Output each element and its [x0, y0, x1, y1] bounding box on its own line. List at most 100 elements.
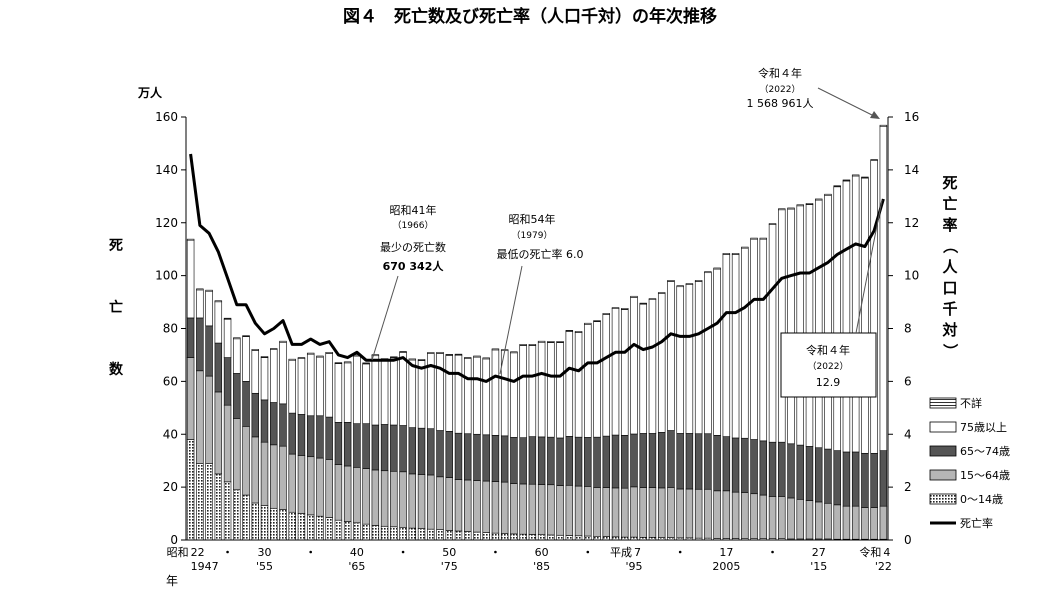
bar-segment-0-14	[242, 494, 250, 541]
bar-segment-65-74	[528, 436, 537, 485]
bar-segment-15-64	[519, 483, 527, 535]
x-axis-dot	[771, 550, 774, 554]
bar-segment-unknown	[519, 344, 527, 346]
legend-swatch	[929, 469, 957, 481]
bar-segment-65-74	[574, 436, 583, 487]
bar-segment-unknown	[611, 307, 620, 309]
legend-label: 75歳以上	[960, 421, 1007, 434]
bar-segment-15-64	[353, 466, 361, 524]
bar-segment-65-74	[815, 447, 823, 503]
bar-segment-65-74	[778, 441, 786, 497]
bar-segment-65-74	[676, 433, 684, 490]
bar-segment-75plus	[436, 353, 444, 431]
bar-segment-75plus	[768, 224, 777, 443]
bar-segment-75plus	[390, 357, 398, 426]
x-axis-dot	[309, 550, 312, 554]
bar-segment-unknown	[186, 238, 195, 241]
bar-segment-15-64	[778, 496, 786, 539]
bar-segment-unknown	[270, 348, 278, 350]
bar-segment-15-64	[491, 481, 500, 534]
bar-segment-65-74	[334, 422, 343, 465]
bar-segment-0-14	[353, 522, 361, 541]
bar-segment-65-74	[362, 423, 370, 469]
bar-segment-15-64	[214, 391, 223, 475]
bar-segment-0-14	[445, 530, 453, 541]
right-axis: 0 2 4 6 8 10 12 14 16	[888, 110, 919, 547]
bar-segment-0-14	[584, 535, 592, 541]
bar-segment-unknown	[851, 174, 860, 177]
bar-segment-0-14	[565, 535, 574, 541]
bar-segment-0-14	[297, 513, 306, 541]
bar-segment-65-74	[759, 440, 768, 496]
bar-segment-0-14	[380, 525, 389, 541]
bar-segment-unknown	[399, 351, 407, 353]
bar-segment-75plus	[639, 303, 647, 434]
bar-segment-75plus	[270, 349, 278, 403]
bar-segment-unknown	[593, 320, 601, 322]
bar-segment-75plus	[565, 331, 574, 437]
x-label-japanese: 17	[719, 546, 733, 559]
bar-segment-65-74	[851, 451, 860, 507]
bar-segment-15-64	[768, 496, 777, 539]
bar-segment-15-64	[371, 469, 380, 526]
bar-segment-15-64	[316, 457, 324, 517]
bar-segment-0-14	[399, 527, 407, 541]
bar-segment-15-64	[704, 488, 712, 539]
bar-segment-65-74	[584, 437, 592, 487]
bar-segment-0-14	[417, 528, 426, 541]
bar-segment-75plus	[510, 352, 518, 438]
bar-segment-unknown	[657, 292, 666, 294]
bar-segment-65-74	[390, 424, 398, 472]
bar-segment-65-74	[611, 434, 620, 489]
left-tick-label: 120	[155, 216, 178, 230]
bar-segment-unknown	[833, 185, 841, 188]
x-era-label: 令和	[859, 545, 881, 559]
bar-segment-15-64	[288, 453, 296, 513]
bar-segment-15-64	[390, 470, 398, 528]
bar-segment-75plus	[824, 194, 832, 450]
bar-segment-65-74	[325, 416, 333, 460]
bar-segment-75plus	[676, 286, 684, 434]
bar-segment-15-64	[611, 487, 620, 538]
bar-segment-unknown	[528, 344, 537, 346]
bar-segment-0-14	[408, 527, 417, 541]
right-tick-label: 12	[904, 216, 919, 230]
left-axis-label-char: 死	[108, 238, 123, 254]
annotation-2022-rate-line2: （2022）	[808, 361, 849, 372]
x-label-japanese: 50	[442, 546, 456, 559]
annotation-2022-rate-pointer	[855, 199, 883, 334]
bar-segment-0-14	[528, 534, 537, 541]
x-label-japanese: 4	[883, 546, 890, 559]
legend-label: 0～14歳	[960, 493, 1003, 506]
bar-segment-65-74	[353, 423, 361, 468]
bar-segment-75plus	[787, 208, 795, 445]
bar-segment-75plus	[796, 205, 804, 446]
x-axis-dot	[494, 550, 497, 554]
bar-segment-75plus	[306, 353, 315, 417]
bar-segment-15-64	[842, 505, 851, 540]
bar-segment-unknown	[196, 288, 204, 291]
bar-segment-15-64	[454, 479, 463, 532]
right-axis-label-char: （	[941, 238, 959, 253]
bar-segment-unknown	[648, 298, 657, 300]
bar-segment-unknown	[454, 353, 463, 356]
bar-segment-65-74	[205, 325, 213, 377]
x-label-western: '55	[256, 560, 273, 573]
left-tick-label: 0	[170, 533, 178, 547]
left-tick-label: 60	[163, 374, 178, 388]
bar-segment-0-14	[279, 509, 287, 541]
bar-segment-unknown	[482, 357, 490, 360]
annotation-2022-count-line1: 令和４年	[758, 66, 802, 80]
bar-segment-unknown	[223, 317, 232, 320]
bar-segment-75plus	[343, 362, 352, 423]
bar-segment-15-64	[473, 480, 481, 533]
bar-segment-15-64	[528, 483, 537, 535]
left-tick-label: 160	[155, 110, 178, 124]
bar-segment-75plus	[611, 308, 620, 436]
bar-segment-65-74	[371, 424, 380, 471]
bar-segment-75plus	[371, 355, 380, 426]
bar-segment-0-14	[371, 525, 380, 541]
bar-segment-0-14	[482, 532, 490, 541]
bar-segment-65-74	[861, 452, 869, 508]
bar-segment-15-64	[334, 464, 343, 521]
